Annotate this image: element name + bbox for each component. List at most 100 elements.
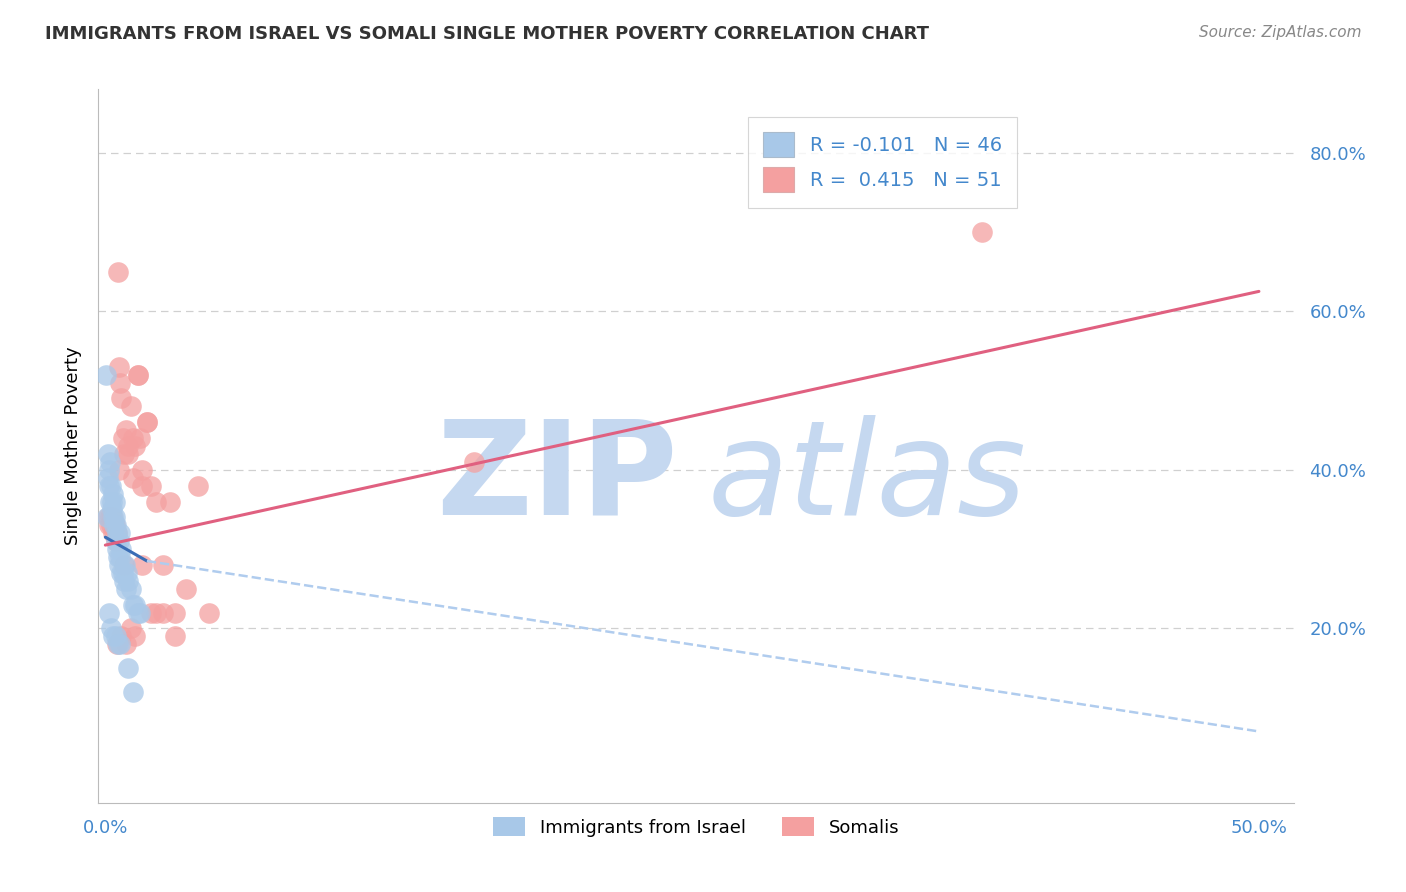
Point (100, 478, 122, 492)
Point (101, 510, 124, 524)
Point (107, 637, 129, 651)
Text: Source: ZipAtlas.com: Source: ZipAtlas.com (1198, 25, 1361, 40)
Point (159, 494, 181, 508)
Point (129, 431, 152, 445)
Point (97, 518, 120, 533)
Point (122, 471, 145, 485)
Point (117, 566, 139, 580)
Point (110, 549, 132, 564)
Point (120, 400, 142, 414)
Point (124, 439, 146, 453)
Point (110, 566, 132, 580)
Point (135, 415, 157, 429)
Point (105, 534, 128, 549)
Point (107, 534, 129, 549)
Point (100, 455, 122, 469)
Point (104, 629, 127, 643)
Point (131, 558, 153, 572)
Point (131, 463, 153, 477)
Point (97, 510, 120, 524)
Point (114, 558, 136, 572)
Point (111, 566, 134, 580)
Point (110, 376, 132, 390)
Point (110, 637, 132, 651)
Point (117, 661, 139, 675)
Point (112, 447, 135, 461)
Point (104, 534, 127, 549)
Point (127, 606, 149, 620)
Point (98, 606, 121, 620)
Point (110, 629, 132, 643)
Point (98, 510, 121, 524)
Point (105, 542, 128, 557)
Point (187, 478, 209, 492)
Point (97, 471, 120, 485)
Point (120, 582, 142, 596)
Point (145, 606, 167, 620)
Point (122, 598, 145, 612)
Point (115, 423, 138, 437)
Point (96, 368, 118, 382)
Text: IMMIGRANTS FROM ISRAEL VS SOMALI SINGLE MOTHER POVERTY CORRELATION CHART: IMMIGRANTS FROM ISRAEL VS SOMALI SINGLE … (45, 25, 929, 43)
Point (105, 526, 128, 541)
Legend: Immigrants from Israel, Somalis: Immigrants from Israel, Somalis (485, 809, 907, 844)
Point (96, 510, 118, 524)
Point (135, 415, 157, 429)
Point (98, 494, 121, 508)
Text: atlas: atlas (709, 415, 1026, 541)
Point (104, 518, 127, 533)
Point (127, 368, 149, 382)
Point (100, 518, 122, 533)
Point (124, 629, 146, 643)
Point (108, 359, 131, 374)
Point (198, 606, 221, 620)
Point (105, 637, 128, 651)
Point (110, 392, 132, 406)
Point (110, 542, 132, 557)
Point (107, 264, 129, 278)
Point (117, 439, 139, 453)
Point (141, 478, 163, 492)
Point (463, 455, 485, 469)
Point (100, 621, 122, 635)
Point (111, 431, 134, 445)
Point (129, 606, 152, 620)
Point (98, 478, 121, 492)
Point (112, 558, 135, 572)
Point (152, 606, 174, 620)
Point (122, 431, 145, 445)
Point (112, 574, 135, 588)
Point (152, 558, 174, 572)
Point (127, 368, 149, 382)
Point (105, 526, 128, 541)
Point (163, 629, 186, 643)
Point (120, 621, 142, 635)
Text: ZIP: ZIP (436, 415, 678, 541)
Y-axis label: Single Mother Poverty: Single Mother Poverty (63, 347, 82, 545)
Point (107, 549, 129, 564)
Point (174, 582, 197, 596)
Point (104, 494, 127, 508)
Point (108, 463, 131, 477)
Point (970, 225, 993, 239)
Point (122, 685, 145, 699)
Point (103, 629, 125, 643)
Point (115, 582, 138, 596)
Point (117, 447, 139, 461)
Point (97, 463, 120, 477)
Point (108, 526, 131, 541)
Point (103, 486, 125, 500)
Point (141, 606, 163, 620)
Point (108, 558, 131, 572)
Point (115, 637, 138, 651)
Point (103, 526, 125, 541)
Point (103, 518, 125, 533)
Point (117, 574, 139, 588)
Point (163, 606, 186, 620)
Point (103, 518, 125, 533)
Point (101, 510, 124, 524)
Point (124, 598, 146, 612)
Point (97, 447, 120, 461)
Point (101, 494, 124, 508)
Point (131, 478, 153, 492)
